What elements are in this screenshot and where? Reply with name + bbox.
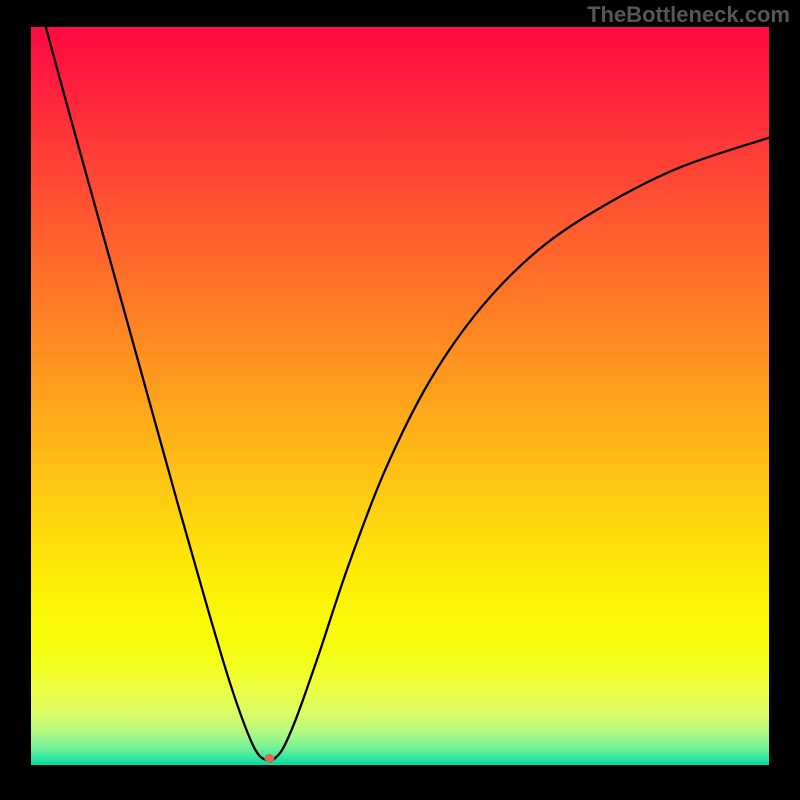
minimum-marker (264, 754, 274, 762)
plot-background (31, 27, 769, 765)
attribution-watermark: TheBottleneck.com (587, 2, 790, 28)
bottleneck-chart (31, 27, 769, 765)
